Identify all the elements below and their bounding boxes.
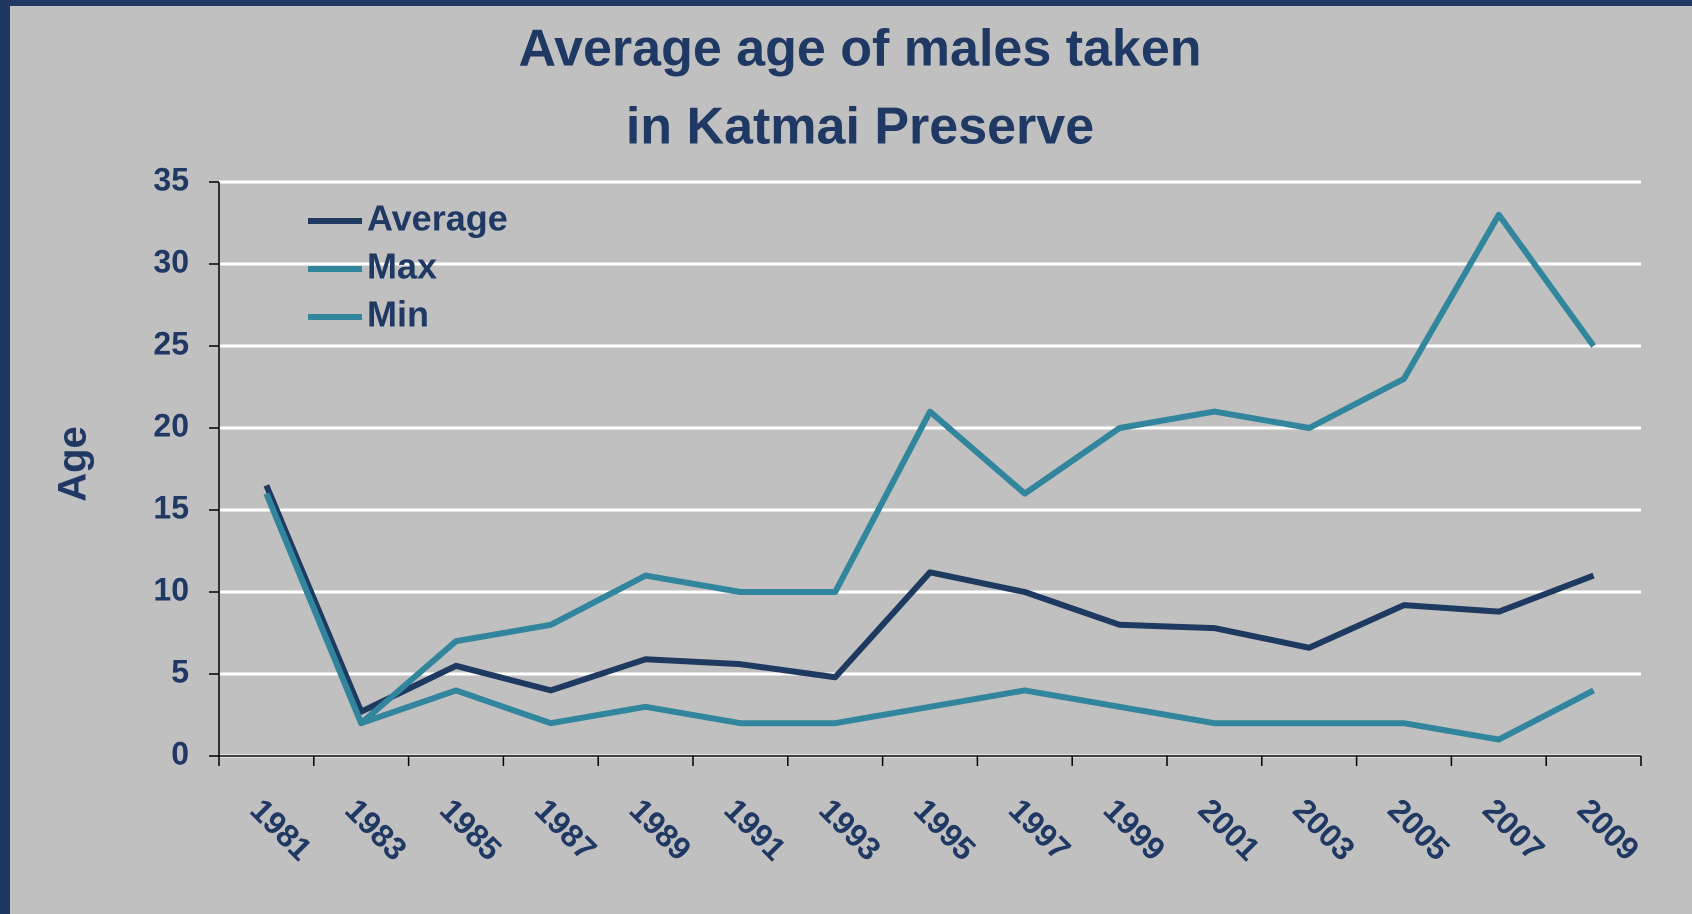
y-tick-label: 15 [153, 489, 189, 525]
legend-label: Min [367, 294, 429, 335]
line-series [263, 492, 1595, 743]
y-tick-label: 20 [153, 407, 189, 443]
y-tick-label: 30 [153, 243, 189, 279]
y-tick-label: 35 [153, 161, 189, 197]
line-series [263, 211, 1597, 727]
y-tick-label: 0 [171, 735, 189, 771]
legend-label: Average [367, 198, 508, 239]
y-tick-label: 10 [153, 571, 189, 607]
chart-title: in Katmai Preserve [626, 98, 1094, 156]
chart-title: Average age of males taken [518, 20, 1201, 78]
y-axis-label: Age [51, 426, 95, 502]
y-tick-label: 25 [153, 325, 189, 361]
background [10, 6, 1692, 914]
y-tick-label: 5 [171, 653, 189, 689]
line-series [263, 484, 1595, 715]
legend-label: Max [367, 246, 437, 287]
